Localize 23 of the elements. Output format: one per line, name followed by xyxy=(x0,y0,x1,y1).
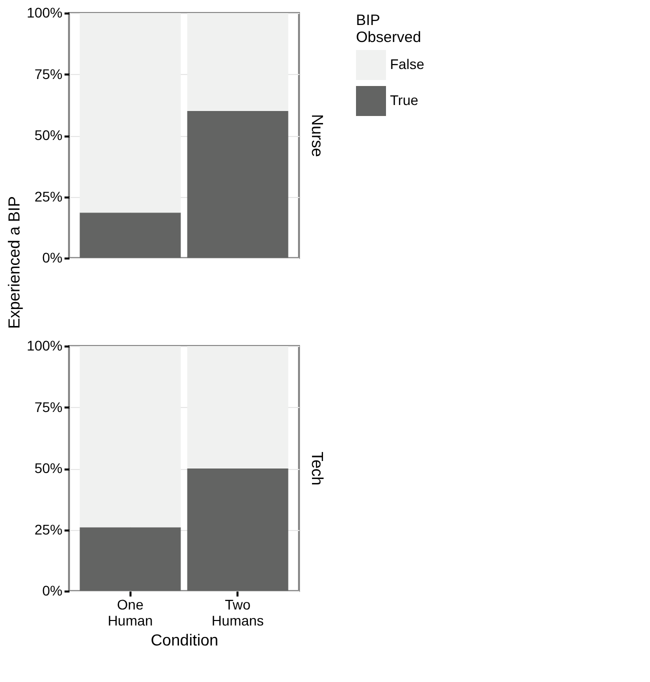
legend-label: True xyxy=(390,92,418,108)
y-tick-label: 25% xyxy=(34,188,62,204)
bar xyxy=(80,527,181,591)
y-tick-label: 0% xyxy=(42,582,62,598)
y-tick-label: 25% xyxy=(34,521,62,538)
y-tick-label: 0% xyxy=(42,250,62,266)
y2-axis-title: Tech xyxy=(308,452,325,486)
bar xyxy=(80,212,181,258)
x-axis-title: Condition xyxy=(150,632,218,650)
y-tick-label: 100% xyxy=(26,338,62,354)
legend-title: BIP Observed xyxy=(356,12,422,46)
y-axis-title: Experienced a BIP xyxy=(6,196,24,329)
bar xyxy=(187,111,288,258)
legend-label: False xyxy=(390,56,424,72)
y-tick-label: 50% xyxy=(34,460,62,476)
y-tick-label: 100% xyxy=(26,4,62,20)
y2-axis-title: Nurse xyxy=(308,114,325,157)
x-tick-label: One Human xyxy=(108,596,153,628)
bar xyxy=(187,468,288,591)
x-tick-label: Two Humans xyxy=(212,596,264,628)
y-tick-label: 75% xyxy=(34,398,62,415)
y-tick-label: 75% xyxy=(34,66,62,82)
y-tick-label: 50% xyxy=(34,127,62,143)
